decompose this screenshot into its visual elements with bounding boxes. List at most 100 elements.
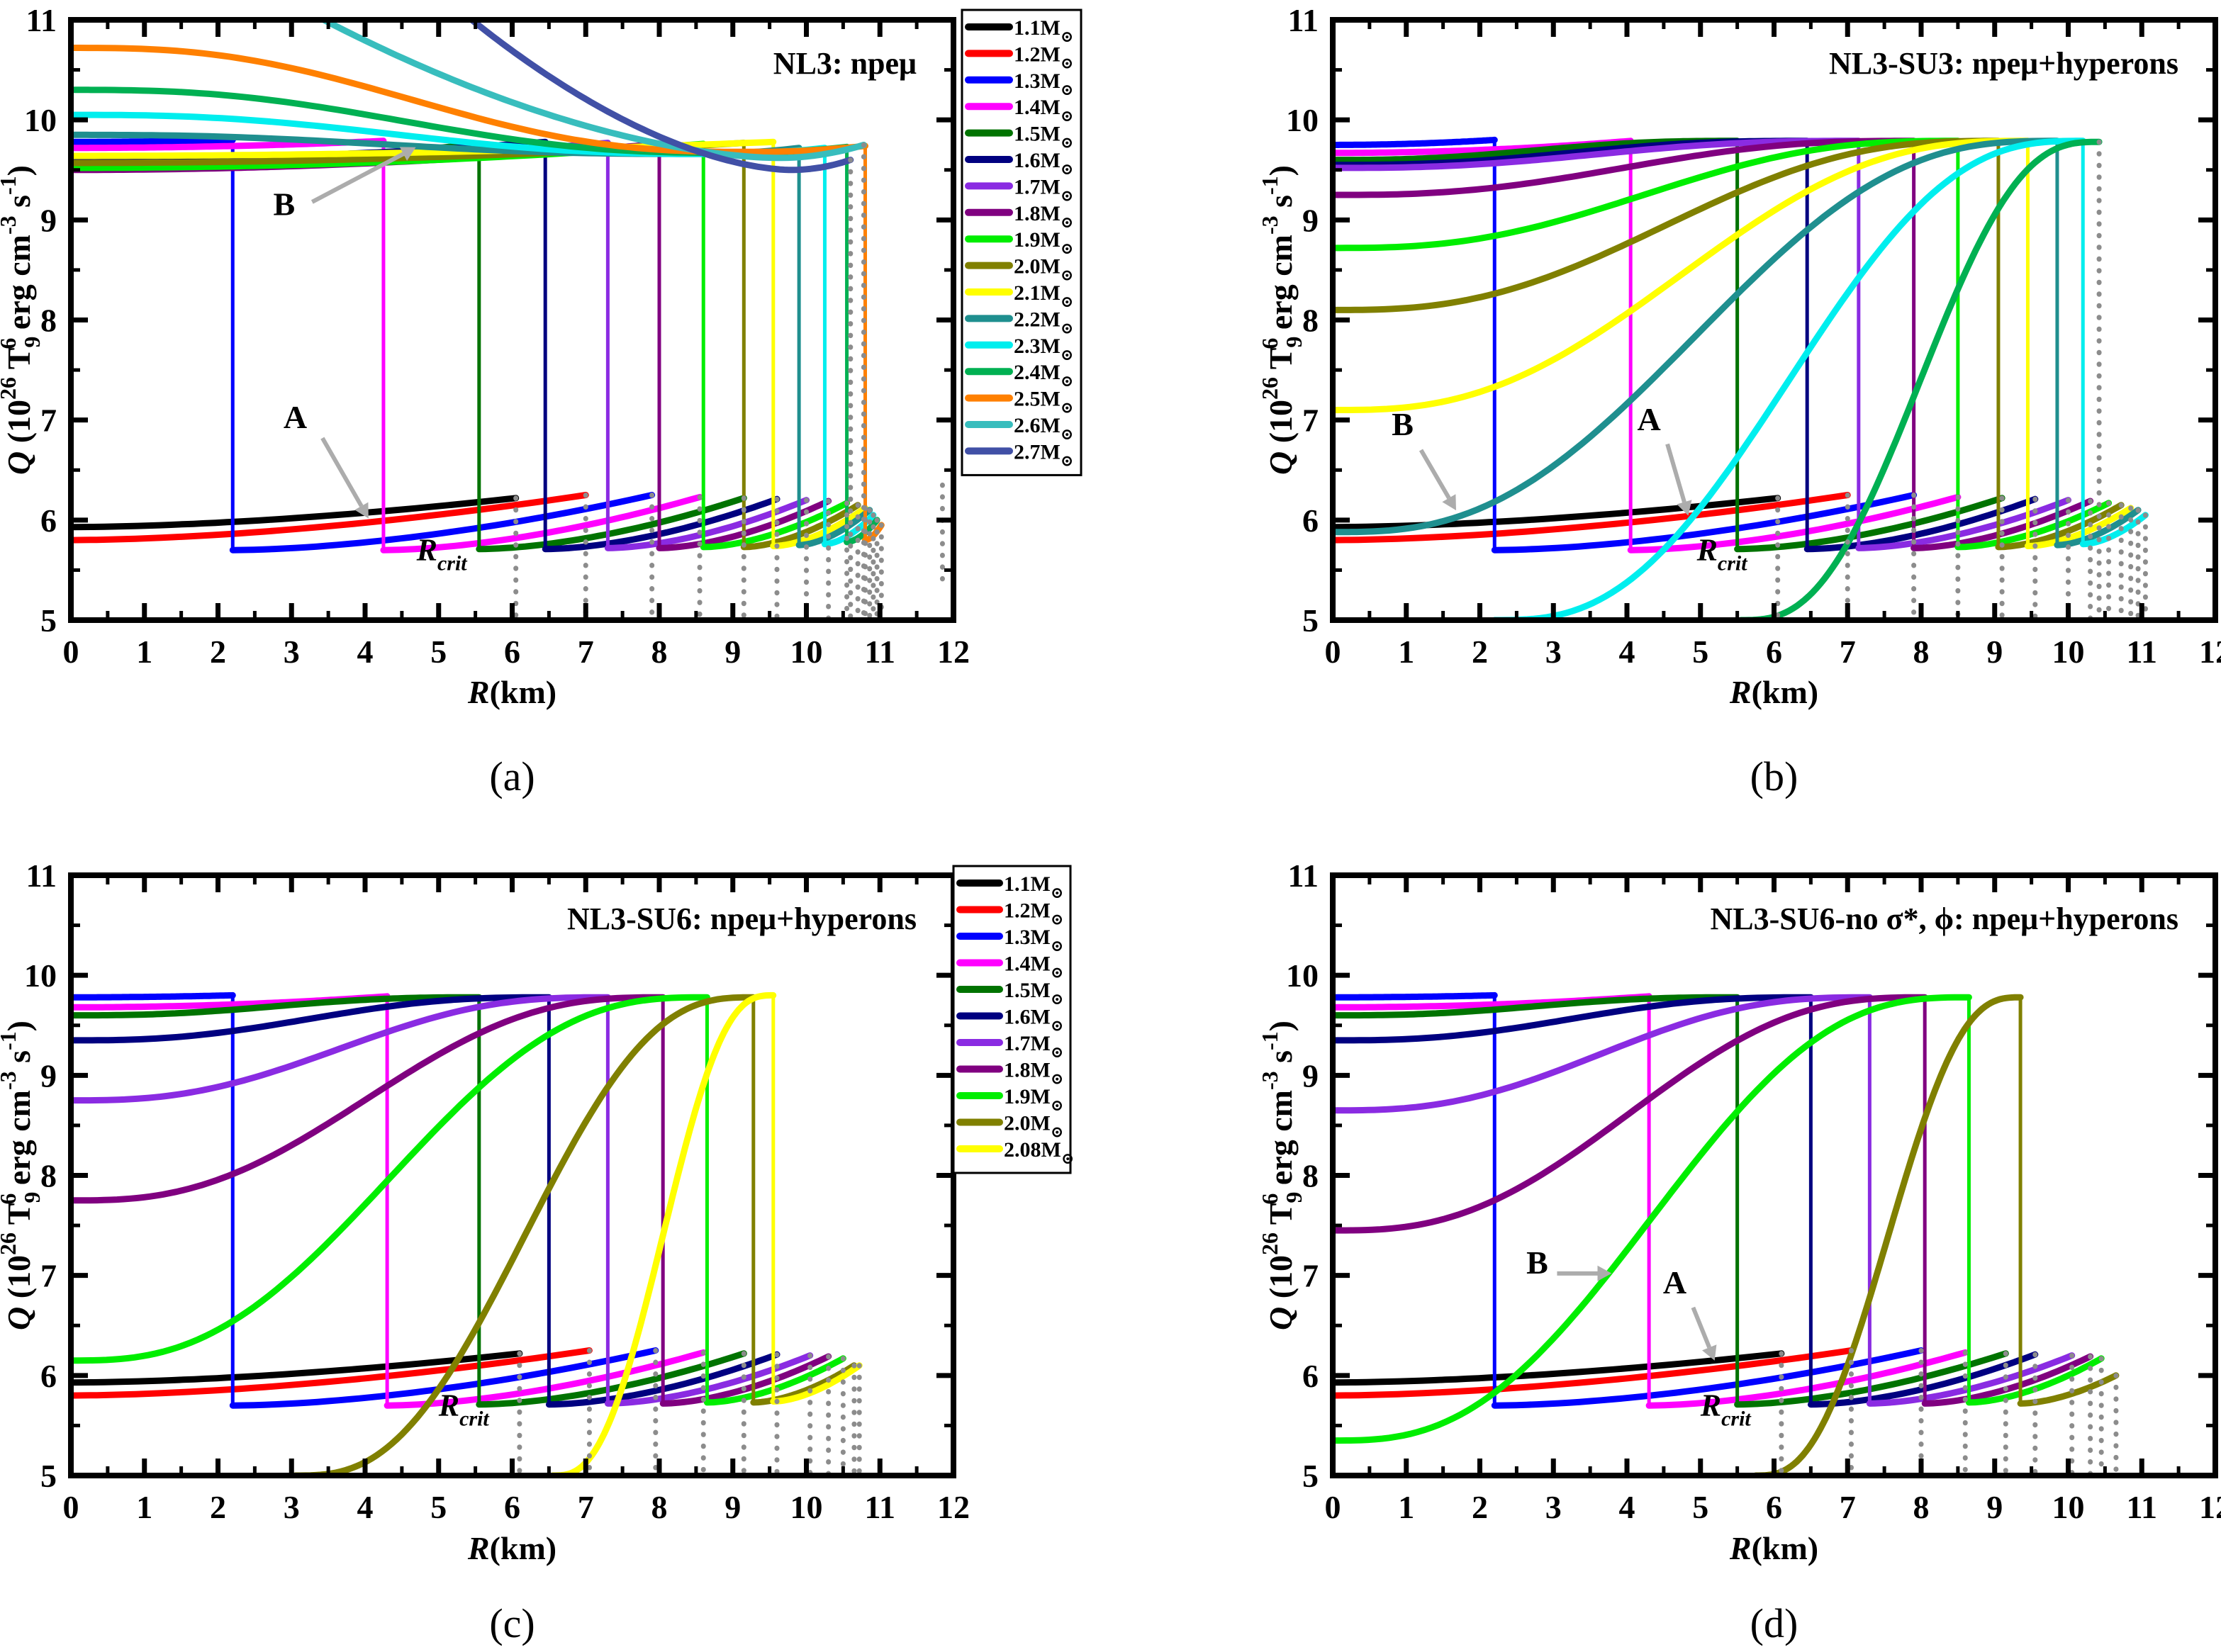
legend-label-mass: 2.1M xyxy=(1014,281,1061,305)
lower-branch-curve xyxy=(71,492,589,544)
y-axis-label-part: Q xyxy=(1,1307,37,1330)
annotation-arrow-line xyxy=(311,152,405,204)
plot-area-c xyxy=(71,991,863,1476)
legend-label-solar: ⊙ xyxy=(1061,28,1073,45)
lower-branch-curve xyxy=(229,1347,659,1409)
x-tick-label: 7 xyxy=(1840,1489,1856,1525)
y-axis-label-part: -3 xyxy=(1257,215,1282,235)
plot-area-b xyxy=(1333,136,2149,620)
rcrit-annotation: Rcrit xyxy=(416,532,469,575)
legend-label-solar: ⊙ xyxy=(1051,911,1063,928)
rcrit-annotation-R: R xyxy=(1696,532,1718,567)
x-axis-label: R(km) xyxy=(467,674,556,710)
rcrit-annotation-R: R xyxy=(1700,1388,1721,1422)
y-axis-label-part: 26 xyxy=(1257,1232,1282,1255)
legend-label-mass: 1.7M xyxy=(1004,1032,1051,1055)
y-axis-label-part: T xyxy=(1263,1203,1299,1232)
legend-label-mass: 2.6M xyxy=(1014,414,1061,437)
legend-label-solar: ⊙ xyxy=(1061,293,1073,310)
lower-branch-curve xyxy=(1491,492,1918,554)
upper-branch-curve xyxy=(1333,137,1918,198)
series-1.7Msun xyxy=(1333,137,2071,551)
legend-label: 2.0M⊙ xyxy=(1014,255,1073,284)
legend-label-mass: 1.8M xyxy=(1004,1059,1051,1082)
lower-branch-curve xyxy=(229,492,656,554)
y-axis-label-part: T xyxy=(1,1203,37,1232)
y-axis-label-part: -3 xyxy=(1257,1071,1282,1090)
legend-label: 1.5M⊙ xyxy=(1014,123,1073,152)
legend-label: 2.6M⊙ xyxy=(1014,414,1073,443)
series-1.3Msun xyxy=(71,991,659,1409)
upper-branch-curve xyxy=(1333,994,1928,1234)
x-tick-label: 6 xyxy=(1766,634,1782,670)
legend-label: 1.3M⊙ xyxy=(1004,926,1063,955)
legend-label: 1.2M⊙ xyxy=(1014,43,1073,72)
legend-panel-c: 1.1M⊙1.2M⊙1.3M⊙1.4M⊙1.5M⊙1.6M⊙1.7M⊙1.8M⊙… xyxy=(952,865,1074,1174)
y-axis-label-part: -1 xyxy=(0,176,21,195)
x-tick-label: 0 xyxy=(63,634,79,670)
upper-branch-curve xyxy=(71,994,483,1019)
rcrit-annotation: Rcrit xyxy=(438,1388,491,1430)
y-tick-label: 9 xyxy=(40,202,57,238)
x-tick-label: 1 xyxy=(1398,1489,1414,1525)
annotation-arrow-line xyxy=(1665,443,1686,503)
y-axis-label-part: 26 xyxy=(1257,377,1282,400)
x-tick-label: 11 xyxy=(865,634,895,670)
x-tick-label: 10 xyxy=(790,1489,823,1525)
y-axis-label-part: 9 xyxy=(19,1192,45,1203)
branch-A-annotation: A xyxy=(284,399,307,435)
x-axis-label-R: R xyxy=(467,1530,490,1566)
legend-label-mass: 1.1M xyxy=(1004,872,1051,896)
legend-item-1.8Msun: 1.8M⊙ xyxy=(965,202,1073,231)
x-tick-label: 9 xyxy=(1986,634,2003,670)
x-tick-label: 9 xyxy=(725,634,741,670)
legend-item-2.08Msun: 2.08M⊙ xyxy=(956,1138,1074,1167)
legend-label: 1.5M⊙ xyxy=(1004,979,1063,1008)
y-axis-label-part: 9 xyxy=(1281,337,1307,348)
legend-label-mass: 2.3M xyxy=(1014,335,1061,358)
legend-label: 1.8M⊙ xyxy=(1014,202,1073,231)
y-axis-label-part: 9 xyxy=(19,337,45,348)
y-axis-label-part: 6 xyxy=(0,338,21,349)
series-1.9Msun xyxy=(71,140,851,551)
upper-branch-curve xyxy=(1738,138,2103,620)
series-1.6Msun xyxy=(71,138,781,553)
legend-label: 1.7M⊙ xyxy=(1004,1032,1063,1061)
x-tick-label: 8 xyxy=(1913,1489,1930,1525)
upper-branch-curve xyxy=(71,45,868,155)
lower-branch-curve xyxy=(862,522,885,544)
x-tick-label: 3 xyxy=(284,634,300,670)
x-tick-label: 4 xyxy=(357,1489,374,1525)
upper-branch-curve xyxy=(1333,137,1862,172)
series-1.7Msun xyxy=(71,140,810,551)
lower-branch-curve xyxy=(476,1350,747,1408)
legend-label: 2.08M⊙ xyxy=(1004,1138,1074,1167)
x-tick-label: 3 xyxy=(1545,1489,1562,1525)
upper-branch-curve xyxy=(1333,991,1498,1001)
legend-label-mass: 1.6M xyxy=(1004,1006,1051,1029)
legend-label-mass: 2.5M xyxy=(1014,388,1061,411)
panel-letter: (b) xyxy=(1750,753,1798,799)
y-tick-label: 5 xyxy=(1302,602,1319,639)
y-axis-label-part: (10 xyxy=(1263,400,1299,451)
series-1.8Msun xyxy=(71,140,832,551)
x-tick-label: 2 xyxy=(1472,634,1488,670)
legend-label-solar: ⊙ xyxy=(1061,134,1073,152)
series-1.3Msun xyxy=(1333,991,1925,1409)
x-axis-label-unit: (km) xyxy=(490,1530,557,1566)
legend-label-mass: 1.9M xyxy=(1014,228,1061,252)
x-tick-label: 5 xyxy=(1692,1489,1708,1525)
x-tick-label: 11 xyxy=(865,1489,895,1525)
upper-branch-curve xyxy=(71,136,236,145)
legend-item-1.1Msun: 1.1M⊙ xyxy=(956,872,1063,901)
legend-label-mass: 1.5M xyxy=(1014,123,1061,146)
y-tick-label: 10 xyxy=(1286,957,1319,994)
legend-label: 2.0M⊙ xyxy=(1004,1112,1063,1141)
lower-branch-curve xyxy=(1627,493,1962,554)
y-tick-label: 7 xyxy=(40,403,57,439)
y-axis-label-part: s xyxy=(1,195,37,215)
x-tick-label: 4 xyxy=(1619,1489,1635,1525)
x-tick-label: 8 xyxy=(1913,634,1930,670)
legend-label-mass: 2.4M xyxy=(1014,361,1061,384)
